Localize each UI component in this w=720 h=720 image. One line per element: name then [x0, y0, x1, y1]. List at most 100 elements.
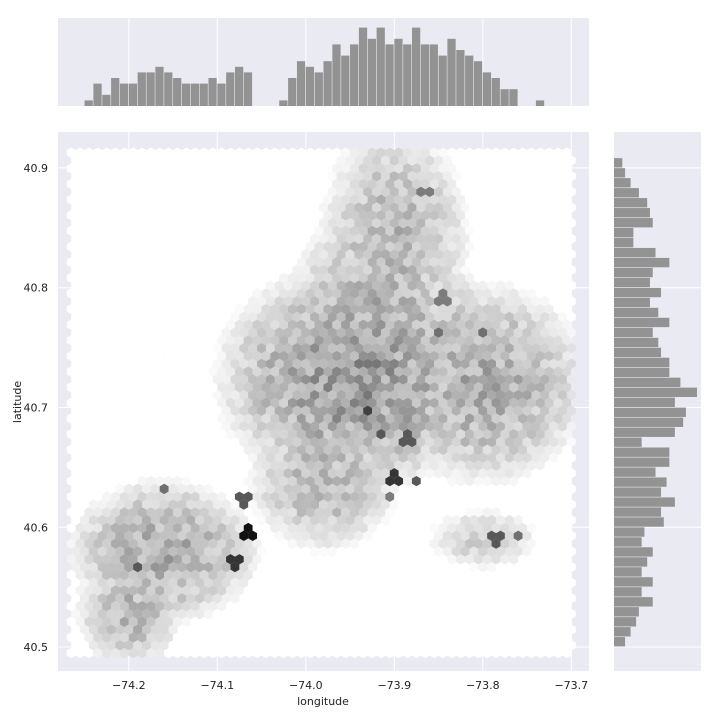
- hexbin-cell: [243, 444, 253, 455]
- hexbin-cell: [394, 382, 404, 393]
- hexbin-cell: [526, 382, 536, 393]
- hexbin-cell: [212, 640, 222, 651]
- hexbin-cell: [88, 421, 98, 432]
- hexbin-cell: [358, 554, 368, 565]
- hexbin-cell: [500, 366, 510, 377]
- hexbin-cell: [133, 499, 143, 510]
- hexbin-cell: [367, 444, 377, 455]
- hexbin-cell: [80, 405, 90, 416]
- hexbin-cell: [248, 514, 258, 526]
- hexbin-cell: [354, 452, 364, 463]
- hexbin-cell: [97, 452, 107, 463]
- hexbin-cell: [500, 475, 510, 487]
- hexbin-cell: [380, 499, 390, 510]
- hexbin-cell: [168, 561, 178, 573]
- hexbin-cell: [257, 608, 267, 620]
- hexbin-cell: [283, 483, 293, 495]
- hexbin-cell: [226, 460, 236, 471]
- hexbin-cell: [398, 389, 408, 401]
- hexbin-cell: [358, 507, 368, 518]
- hexbin-cell: [141, 358, 152, 369]
- hexbin-cell: [80, 640, 90, 651]
- hexbin-cell: [456, 460, 466, 471]
- hexbin-cell: [261, 366, 271, 377]
- hexbin-cell: [190, 554, 200, 565]
- hexbin-cell: [509, 600, 519, 612]
- right-histogram-bar: [614, 607, 639, 617]
- hexbin-cell: [376, 350, 386, 362]
- hexbin-cell: [314, 350, 324, 362]
- hexbin-cell: [566, 405, 576, 416]
- hexbin-cell: [544, 382, 554, 393]
- hexbin-cell: [544, 413, 554, 424]
- hexbin-cell: [199, 366, 209, 377]
- hexbin-cell: [500, 413, 510, 424]
- hexbin-cell: [482, 522, 492, 534]
- hexbin-cell: [518, 554, 528, 565]
- hexbin-cell: [535, 397, 545, 409]
- hexbin-cell: [93, 647, 103, 659]
- hexbin-cell: [518, 397, 528, 409]
- hexbin-cell: [341, 538, 351, 549]
- hexbin-cell: [385, 460, 395, 471]
- hexbin-cell: [199, 647, 209, 659]
- hexbin-cell: [133, 561, 143, 573]
- hexbin-cell: [341, 475, 351, 487]
- hexbin-cell: [217, 632, 227, 643]
- hexbin-cell: [133, 358, 143, 369]
- hexbin-cell: [102, 616, 112, 627]
- hexbin-cell: [181, 538, 191, 549]
- hexbin-cell: [438, 382, 448, 393]
- hexbin-cell: [438, 616, 448, 627]
- hexbin-cell: [305, 616, 315, 627]
- hexbin-cell: [465, 444, 475, 455]
- hexbin-cell: [172, 647, 182, 659]
- hexbin-cell: [372, 468, 382, 479]
- hexbin-cell: [212, 374, 222, 385]
- hexbin-cell: [434, 405, 444, 416]
- hexbin-cell: [265, 530, 275, 541]
- hexbin-cell: [429, 413, 439, 424]
- hexbin-cell: [181, 428, 191, 440]
- hexbin-cell: [473, 413, 483, 424]
- hexbin-cell: [478, 546, 488, 557]
- hexbin-cell: [363, 530, 373, 541]
- hexbin-cell: [195, 593, 205, 604]
- hexbin-cell: [88, 546, 98, 557]
- hexbin-cell: [208, 600, 218, 612]
- hexbin-cell: [195, 561, 205, 573]
- hexbin-cell: [341, 569, 351, 581]
- hexbin-cell: [341, 522, 351, 534]
- hexbin-cell: [75, 350, 85, 362]
- hexbin-cell: [549, 358, 559, 369]
- y-tick-labels: 40.540.640.740.840.9: [24, 162, 49, 654]
- hexbin-cell: [265, 593, 275, 604]
- hexbin-cell: [509, 522, 519, 534]
- hexbin-cell: [84, 538, 94, 549]
- hexbin-cell: [358, 460, 368, 471]
- hexbin-cell: [124, 577, 134, 588]
- hexbin-cell: [327, 389, 337, 401]
- hexbin-cell: [279, 522, 289, 534]
- hexbin-cell: [553, 538, 563, 549]
- hexbin-cell: [310, 436, 320, 448]
- hexbin-cell: [296, 444, 306, 455]
- hexbin-cell: [301, 608, 311, 620]
- hexbin-cell: [279, 554, 289, 565]
- hexbin-cell: [292, 483, 302, 495]
- hexbin-cell: [97, 577, 107, 588]
- hexbin-cell: [354, 640, 364, 651]
- hexbin-cell: [155, 538, 165, 549]
- hexbin-cell: [257, 452, 267, 463]
- hexbin-cell: [292, 608, 302, 620]
- hexbin-cell: [482, 428, 492, 440]
- hexbin-cell: [372, 640, 382, 651]
- right-histogram-bar: [614, 158, 623, 168]
- hexbin-cell: [495, 608, 506, 620]
- hexbin-cell: [217, 522, 227, 534]
- hexbin-cell: [155, 350, 165, 362]
- hexbin-cell: [252, 585, 262, 596]
- hexbin-cell: [473, 522, 483, 534]
- hexbin-cell: [243, 522, 253, 534]
- hexbin-cell: [513, 499, 523, 510]
